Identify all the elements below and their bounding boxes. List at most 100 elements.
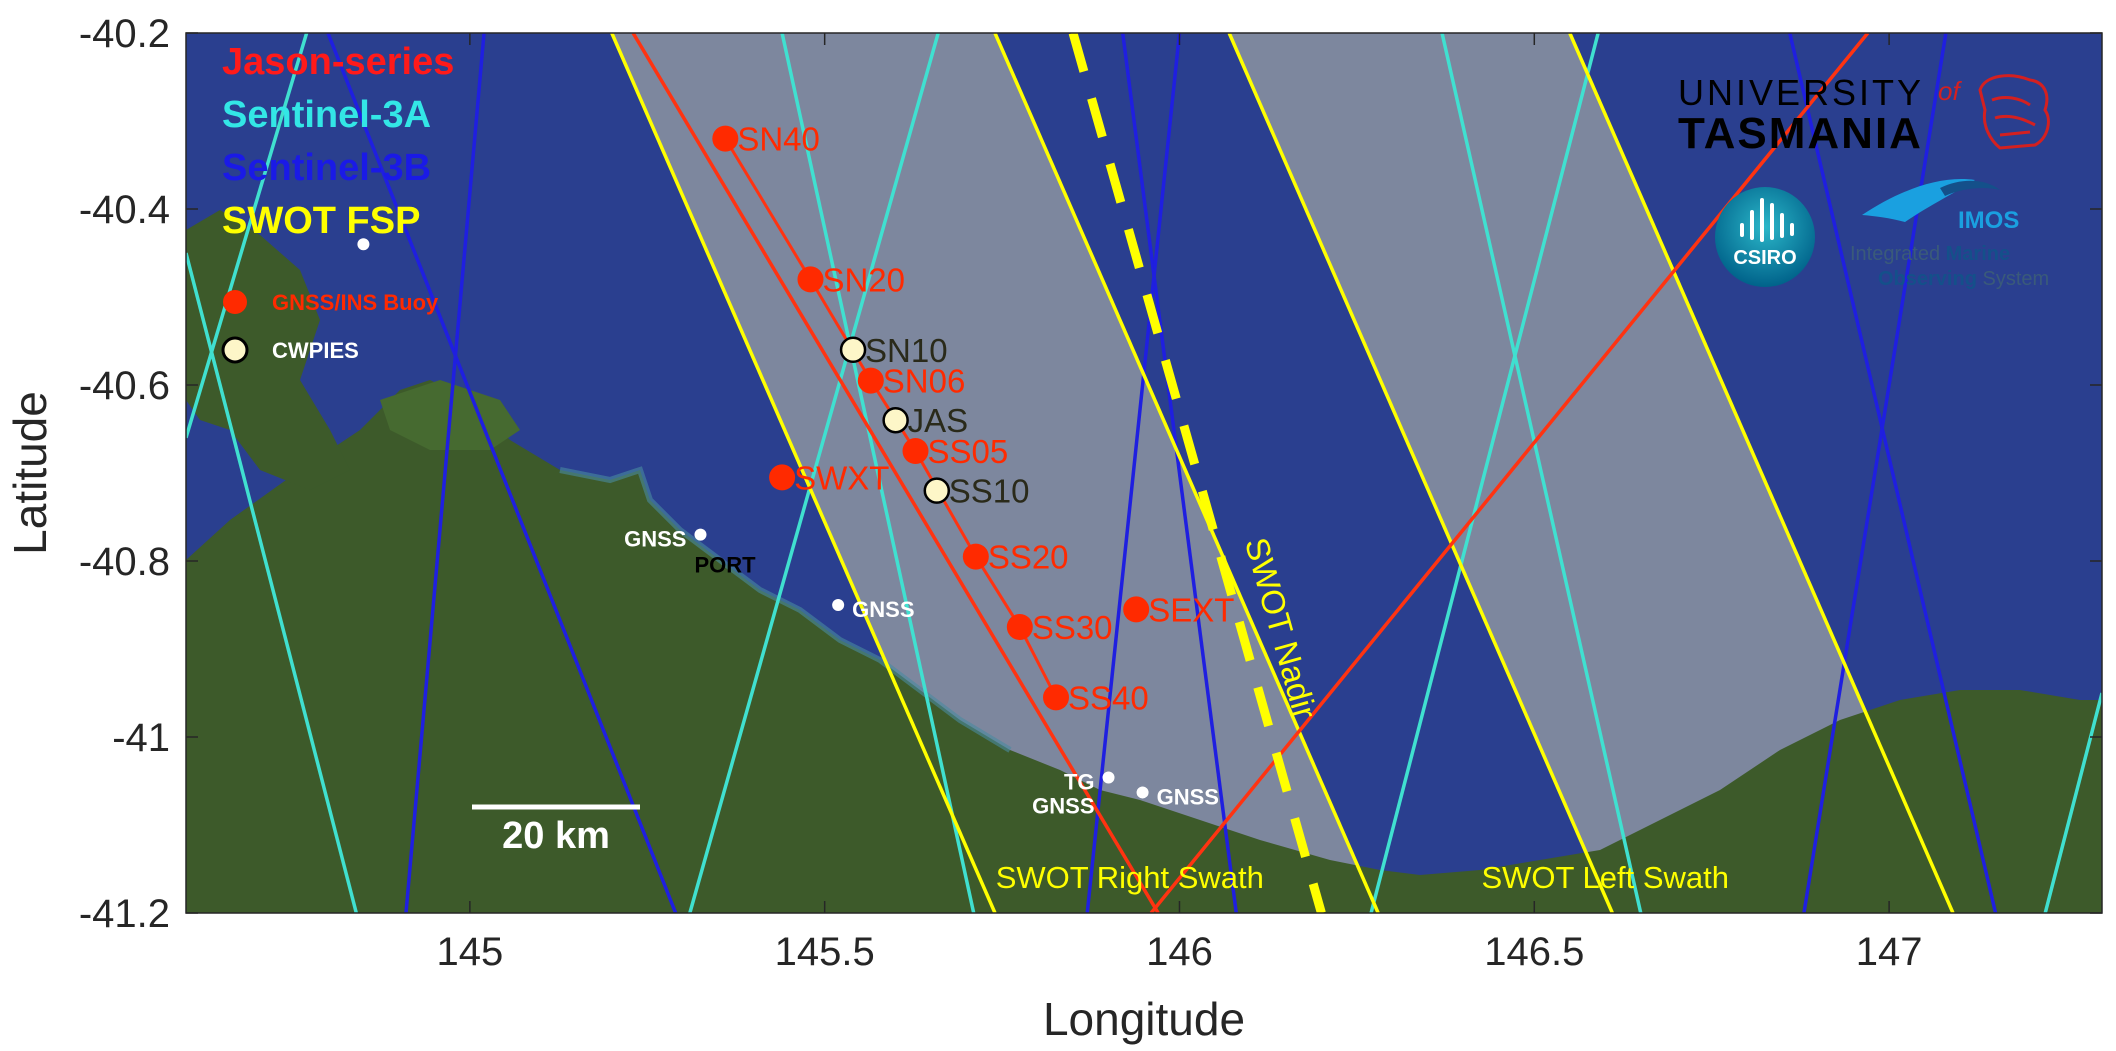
legend-buoy-marker [223, 290, 247, 314]
swot-track-3 [1568, 33, 1955, 913]
sentinel3b-track-1 [404, 33, 486, 913]
buoy-marker-sn40 [712, 125, 739, 152]
swot-nadir-line [1068, 33, 1326, 913]
x-tick-label-1: 145.5 [775, 930, 875, 974]
buoy-label-ss40: SS40 [1068, 679, 1149, 716]
swath-labels: SWOT Right Swath SWOT Left Swath [996, 860, 1729, 895]
station-label-4: TG [1064, 769, 1095, 794]
station-label-2: PORT [694, 553, 756, 578]
sentinel3a-track-3 [688, 33, 940, 913]
y-tick-label-5: -41.2 [79, 892, 170, 936]
x-axis-ticks: 145 145.5 146 146.5 147 [436, 33, 1922, 974]
station-marker-3 [832, 599, 845, 611]
swath-fill-0 [611, 33, 1379, 913]
sentinel3b-track-0 [326, 33, 678, 913]
station-marker-0 [357, 238, 370, 251]
legend-buoy-label: GNSS/INS Buoy [272, 290, 439, 315]
cwpies-label-sn10: SN10 [865, 332, 948, 369]
legend-entry-jason: Jason-series [222, 41, 454, 83]
x-axis-label: Longitude [1043, 993, 1245, 1045]
sentinel3a-track-5 [1369, 33, 1600, 913]
sentinel3a-track-0 [186, 252, 359, 913]
plot-frame [185, 32, 2103, 914]
sentinel3a-track-2 [780, 33, 976, 913]
hunter-island-land [186, 210, 350, 490]
sentinel3a-track-6 [2043, 692, 2102, 913]
y-tick-label-4: -41 [112, 716, 170, 760]
buoy-marker-ss20 [962, 543, 989, 570]
cwpies-marker-ss10 [923, 477, 951, 504]
cwpies-label-jas: JAS [908, 402, 969, 439]
x-tick-label-0: 145 [436, 930, 503, 974]
x-tick-label-4: 147 [1856, 930, 1923, 974]
buoy-marker-swxt [769, 464, 796, 491]
imos-logo: IMOS Integrated Marine Observing System [1850, 179, 2049, 290]
legend-cwpies-label: CWPIES [272, 338, 359, 363]
x-tick-label-3: 146.5 [1484, 930, 1584, 974]
csiro-wave-icon [1740, 198, 1794, 242]
y-tick-label-3: -40.8 [79, 540, 170, 584]
x-tick-label-2: 146 [1146, 930, 1213, 974]
utas-logo: UNIVERSITY of TASMANIA [1678, 72, 2050, 158]
scale-bar: 20 km [472, 804, 640, 857]
buoy-label-sn40: SN40 [737, 121, 820, 158]
y-tick-label-2: -40.6 [79, 364, 170, 408]
sentinel3b-track-2 [1120, 33, 1238, 913]
jason-track-1 [1149, 33, 1870, 913]
sentinel3a-track-1 [186, 33, 309, 439]
legend: Jason-series Sentinel-3A Sentinel-3B SWO… [221, 41, 454, 364]
buoy-label-ss05: SS05 [927, 433, 1008, 470]
buoy-markers: SN40 SN20 SN06 SS05 SWXT SS20 SEXT SS30 SS40 [712, 121, 1234, 716]
buoy-label-sext: SEXT [1148, 591, 1234, 628]
station-label-3: GNSS [852, 597, 914, 622]
utas-logo-of: of [1938, 76, 1962, 106]
utas-logo-line1: UNIVERSITY [1678, 72, 1924, 113]
imos-tagline-2: Observing System [1878, 268, 2049, 290]
swot-track-1 [993, 33, 1380, 913]
buoy-marker-sext [1123, 596, 1150, 623]
buoy-label-ss20: SS20 [988, 539, 1069, 576]
csiro-logo: CSIRO [1715, 187, 1815, 287]
imos-logo-text: IMOS [1958, 207, 2019, 234]
station-marker-4 [1102, 771, 1115, 784]
station-marker-6 [1136, 786, 1149, 799]
y-axis-ticks: -40.2 -40.4 -40.6 -40.8 -41 -41.2 [79, 12, 2102, 936]
utas-logo-line2: TASMANIA [1678, 109, 1923, 158]
swath-fill-1 [1229, 33, 1953, 913]
buoy-label-sn06: SN06 [883, 363, 966, 400]
station-label-5: GNSS [1032, 793, 1094, 818]
jason-track-0 [631, 33, 1160, 913]
station-marker-1 [694, 528, 707, 541]
sentinel3b-track-5 [1802, 33, 1948, 913]
buoy-marker-sn20 [797, 266, 824, 293]
cwpies-marker-jas [882, 406, 909, 434]
buoy-marker-ss40 [1043, 684, 1070, 711]
buoy-marker-ss30 [1006, 614, 1033, 640]
y-tick-label-1: -40.4 [79, 188, 170, 232]
swath-fills [611, 33, 1953, 913]
y-axis-label: Latitude [4, 391, 56, 555]
cwpies-markers: SN10 JAS SS10 [839, 332, 1030, 510]
station-label-1: GNSS [624, 527, 686, 552]
scale-bar-label: 20 km [502, 815, 610, 857]
csiro-logo-text: CSIRO [1733, 247, 1796, 269]
legend-cwpies-marker [221, 336, 249, 364]
coast-shallows [559, 466, 1012, 753]
sentinel3b-track-4 [1788, 33, 1998, 913]
imos-tagline-1: Integrated Marine [1850, 243, 2010, 265]
y-tick-label-0: -40.2 [79, 12, 170, 56]
legend-entry-sentinel3a: Sentinel-3A [222, 94, 431, 136]
buoy-label-ss30: SS30 [1032, 609, 1113, 646]
legend-entry-swot: SWOT FSP [222, 200, 420, 242]
swot-track-2 [1227, 33, 1614, 913]
buoy-label-swxt: SWXT [794, 459, 889, 496]
buoy-marker-sn06 [857, 367, 884, 394]
cwpies-marker-sn10 [839, 336, 867, 364]
satellite-tracks [186, 33, 2102, 913]
legend-entry-sentinel3b: Sentinel-3B [222, 147, 431, 189]
swot-track-0 [610, 33, 997, 913]
utas-lion-icon [1978, 74, 2050, 150]
